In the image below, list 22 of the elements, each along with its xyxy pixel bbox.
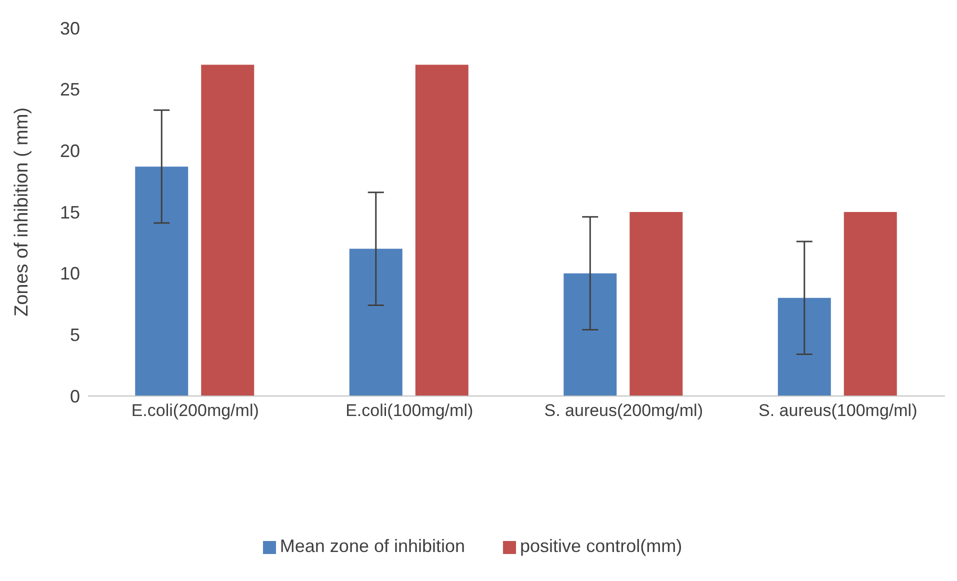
y-tick-label: 25 (60, 80, 80, 100)
x-tick-label: E.coli(200mg/ml) (131, 401, 259, 420)
bar (415, 64, 468, 396)
y-tick-label: 10 (60, 264, 80, 284)
bar (564, 273, 617, 396)
y-tick-label: 15 (60, 202, 80, 222)
legend-label: Mean zone of inhibition (280, 536, 466, 556)
y-tick-label: 0 (70, 386, 80, 406)
bar (201, 64, 254, 396)
y-tick-label: 30 (60, 18, 80, 38)
x-tick-label: S. aureus(100mg/ml) (758, 401, 918, 420)
bar (135, 166, 188, 396)
x-tick-label: E.coli(100mg/ml) (346, 401, 474, 420)
x-tick-label: S. aureus(200mg/ml) (544, 401, 703, 420)
y-tick-label: 5 (70, 325, 80, 346)
bar (778, 298, 831, 396)
bar (844, 212, 897, 396)
bar (630, 212, 683, 396)
bar (349, 248, 402, 396)
y-tick-label: 20 (60, 141, 80, 162)
y-axis-title: Zones of inhibition ( mm) (12, 107, 33, 317)
legend-label: positive control(mm) (520, 536, 682, 556)
